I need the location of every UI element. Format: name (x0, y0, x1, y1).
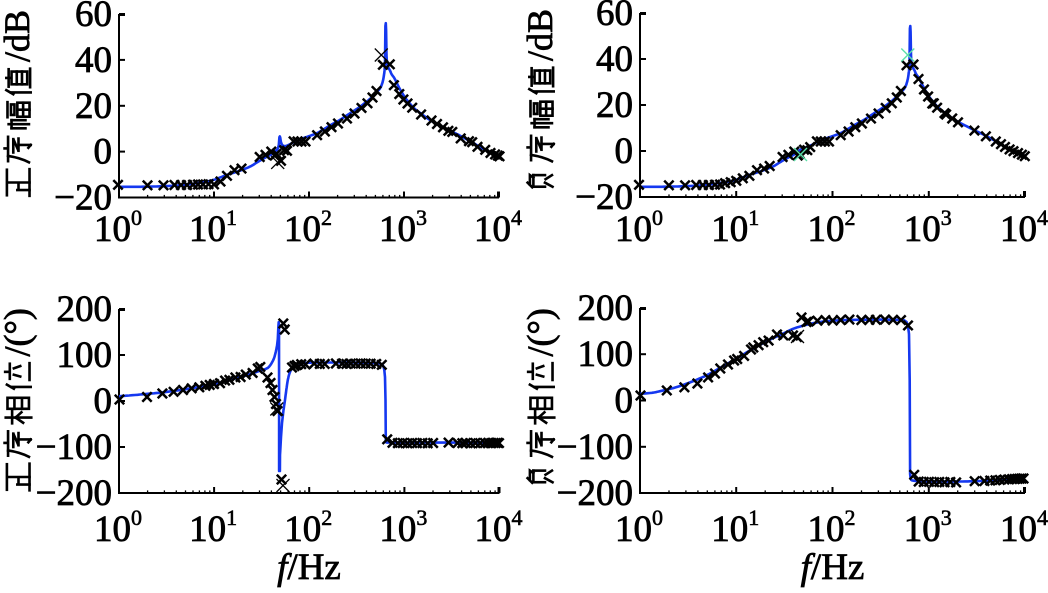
svg-text:10: 10 (189, 509, 226, 550)
svg-text:10: 10 (1000, 209, 1037, 250)
svg-text:40: 40 (596, 39, 633, 80)
svg-text:10: 10 (808, 209, 845, 250)
svg-text:2: 2 (845, 205, 856, 230)
svg-text:100: 100 (578, 334, 634, 375)
svg-text:0: 0 (94, 132, 113, 173)
svg-text:10: 10 (94, 509, 131, 550)
svg-text:0: 0 (652, 505, 663, 530)
svg-text:f/Hz: f/Hz (801, 547, 865, 588)
svg-text:3: 3 (416, 505, 427, 530)
svg-text:3: 3 (941, 505, 952, 530)
svg-text:10: 10 (379, 209, 416, 250)
svg-text:10: 10 (904, 209, 941, 250)
svg-text:40: 40 (75, 40, 112, 81)
svg-text:10: 10 (379, 509, 416, 550)
svg-text:4: 4 (511, 205, 522, 230)
svg-text:/dB: /dB (520, 9, 560, 61)
svg-text:10: 10 (1000, 509, 1037, 550)
svg-text:200: 200 (578, 288, 634, 329)
svg-text:/dB: /dB (0, 10, 37, 62)
svg-text:10: 10 (711, 509, 748, 550)
svg-text:10: 10 (808, 509, 845, 550)
svg-text:0: 0 (615, 381, 634, 422)
svg-text:3: 3 (416, 205, 427, 230)
svg-text:10: 10 (189, 209, 226, 250)
svg-text:0: 0 (615, 131, 634, 172)
svg-text:1: 1 (226, 205, 237, 230)
svg-text:10: 10 (475, 509, 512, 550)
svg-text:−20: −20 (54, 178, 112, 219)
svg-text:1: 1 (226, 505, 237, 530)
svg-text:4: 4 (1037, 505, 1048, 530)
svg-text:−200: −200 (36, 473, 112, 514)
svg-text:60: 60 (75, 0, 112, 35)
svg-text:/(°): /(°) (520, 308, 560, 356)
svg-text:60: 60 (596, 0, 633, 34)
svg-text:2: 2 (321, 205, 332, 230)
svg-text:1: 1 (748, 505, 759, 530)
svg-text:10: 10 (904, 509, 941, 550)
svg-text:10: 10 (94, 209, 131, 250)
svg-text:0: 0 (94, 381, 113, 422)
svg-text:3: 3 (941, 205, 952, 230)
svg-text:20: 20 (596, 85, 633, 126)
svg-text:10: 10 (284, 209, 321, 250)
svg-text:0: 0 (652, 205, 663, 230)
svg-text:/(°): /(°) (0, 308, 37, 356)
svg-text:0: 0 (131, 505, 142, 530)
svg-text:4: 4 (1037, 205, 1048, 230)
svg-text:f/Hz: f/Hz (277, 547, 341, 588)
svg-text:−100: −100 (557, 427, 633, 468)
svg-text:100: 100 (57, 335, 113, 376)
svg-text:2: 2 (845, 505, 856, 530)
svg-text:−200: −200 (557, 473, 633, 514)
svg-text:10: 10 (711, 209, 748, 250)
svg-text:10: 10 (284, 509, 321, 550)
svg-text:200: 200 (57, 289, 113, 330)
svg-text:10: 10 (474, 209, 511, 250)
svg-text:2: 2 (321, 505, 332, 530)
svg-text:10: 10 (615, 209, 652, 250)
svg-text:4: 4 (512, 505, 523, 530)
svg-text:−20: −20 (575, 177, 633, 218)
svg-text:0: 0 (131, 205, 142, 230)
svg-text:−100: −100 (36, 427, 112, 468)
svg-text:10: 10 (615, 509, 652, 550)
svg-text:20: 20 (75, 86, 112, 127)
svg-text:1: 1 (748, 205, 759, 230)
